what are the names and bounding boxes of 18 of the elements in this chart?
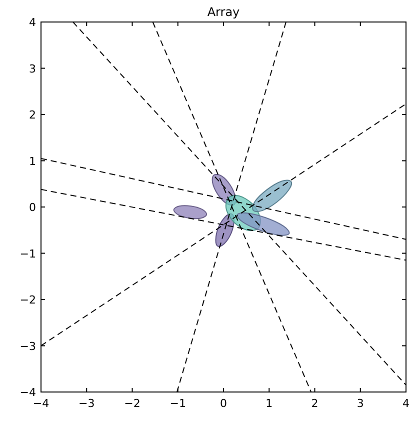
x-tick-label: 4 <box>402 397 410 410</box>
x-tick-label: −2 <box>124 397 140 410</box>
x-tick-label: −3 <box>78 397 95 410</box>
y-tick-label: 0 <box>29 201 36 214</box>
x-tick-label: 3 <box>356 397 364 410</box>
y-tick-label: 2 <box>29 108 36 122</box>
x-tick-label: 0 <box>220 397 227 410</box>
y-tick-label: −2 <box>20 294 36 306</box>
y-tick-label: 1 <box>29 154 36 168</box>
x-tick-label: −1 <box>170 397 186 410</box>
chart-title: Array <box>207 5 240 19</box>
y-tick-label: −1 <box>20 247 36 260</box>
y-tick-label: −4 <box>20 386 36 399</box>
y-tick-label: −3 <box>20 340 36 353</box>
x-tick-label: 1 <box>266 397 273 410</box>
x-tick-label: 2 <box>311 397 318 410</box>
y-tick-label: 3 <box>29 62 36 76</box>
y-tick-label: 4 <box>29 16 36 29</box>
